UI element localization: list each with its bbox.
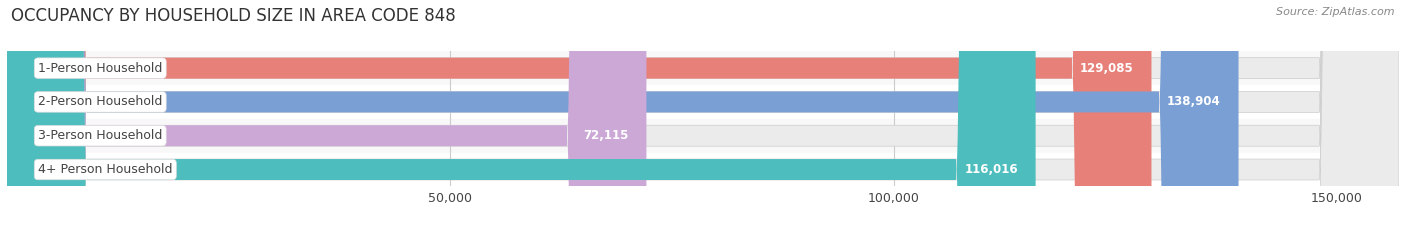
- FancyBboxPatch shape: [7, 0, 1399, 233]
- Text: 4+ Person Household: 4+ Person Household: [38, 163, 173, 176]
- Bar: [7, 51, 1399, 85]
- Text: 3-Person Household: 3-Person Household: [38, 129, 163, 142]
- Text: 138,904: 138,904: [1167, 96, 1220, 108]
- Text: 116,016: 116,016: [965, 163, 1018, 176]
- Text: 72,115: 72,115: [583, 129, 628, 142]
- Bar: [7, 119, 1399, 153]
- FancyBboxPatch shape: [7, 0, 1399, 233]
- FancyBboxPatch shape: [7, 0, 1036, 233]
- Text: 2-Person Household: 2-Person Household: [38, 96, 163, 108]
- FancyBboxPatch shape: [7, 0, 1399, 233]
- FancyBboxPatch shape: [7, 0, 1239, 233]
- Text: OCCUPANCY BY HOUSEHOLD SIZE IN AREA CODE 848: OCCUPANCY BY HOUSEHOLD SIZE IN AREA CODE…: [11, 7, 456, 25]
- Text: Source: ZipAtlas.com: Source: ZipAtlas.com: [1277, 7, 1395, 17]
- FancyBboxPatch shape: [7, 0, 647, 233]
- Bar: [7, 153, 1399, 186]
- Text: 1-Person Household: 1-Person Household: [38, 62, 163, 75]
- FancyBboxPatch shape: [7, 0, 1399, 233]
- FancyBboxPatch shape: [7, 0, 1152, 233]
- Text: 129,085: 129,085: [1080, 62, 1133, 75]
- Bar: [7, 85, 1399, 119]
